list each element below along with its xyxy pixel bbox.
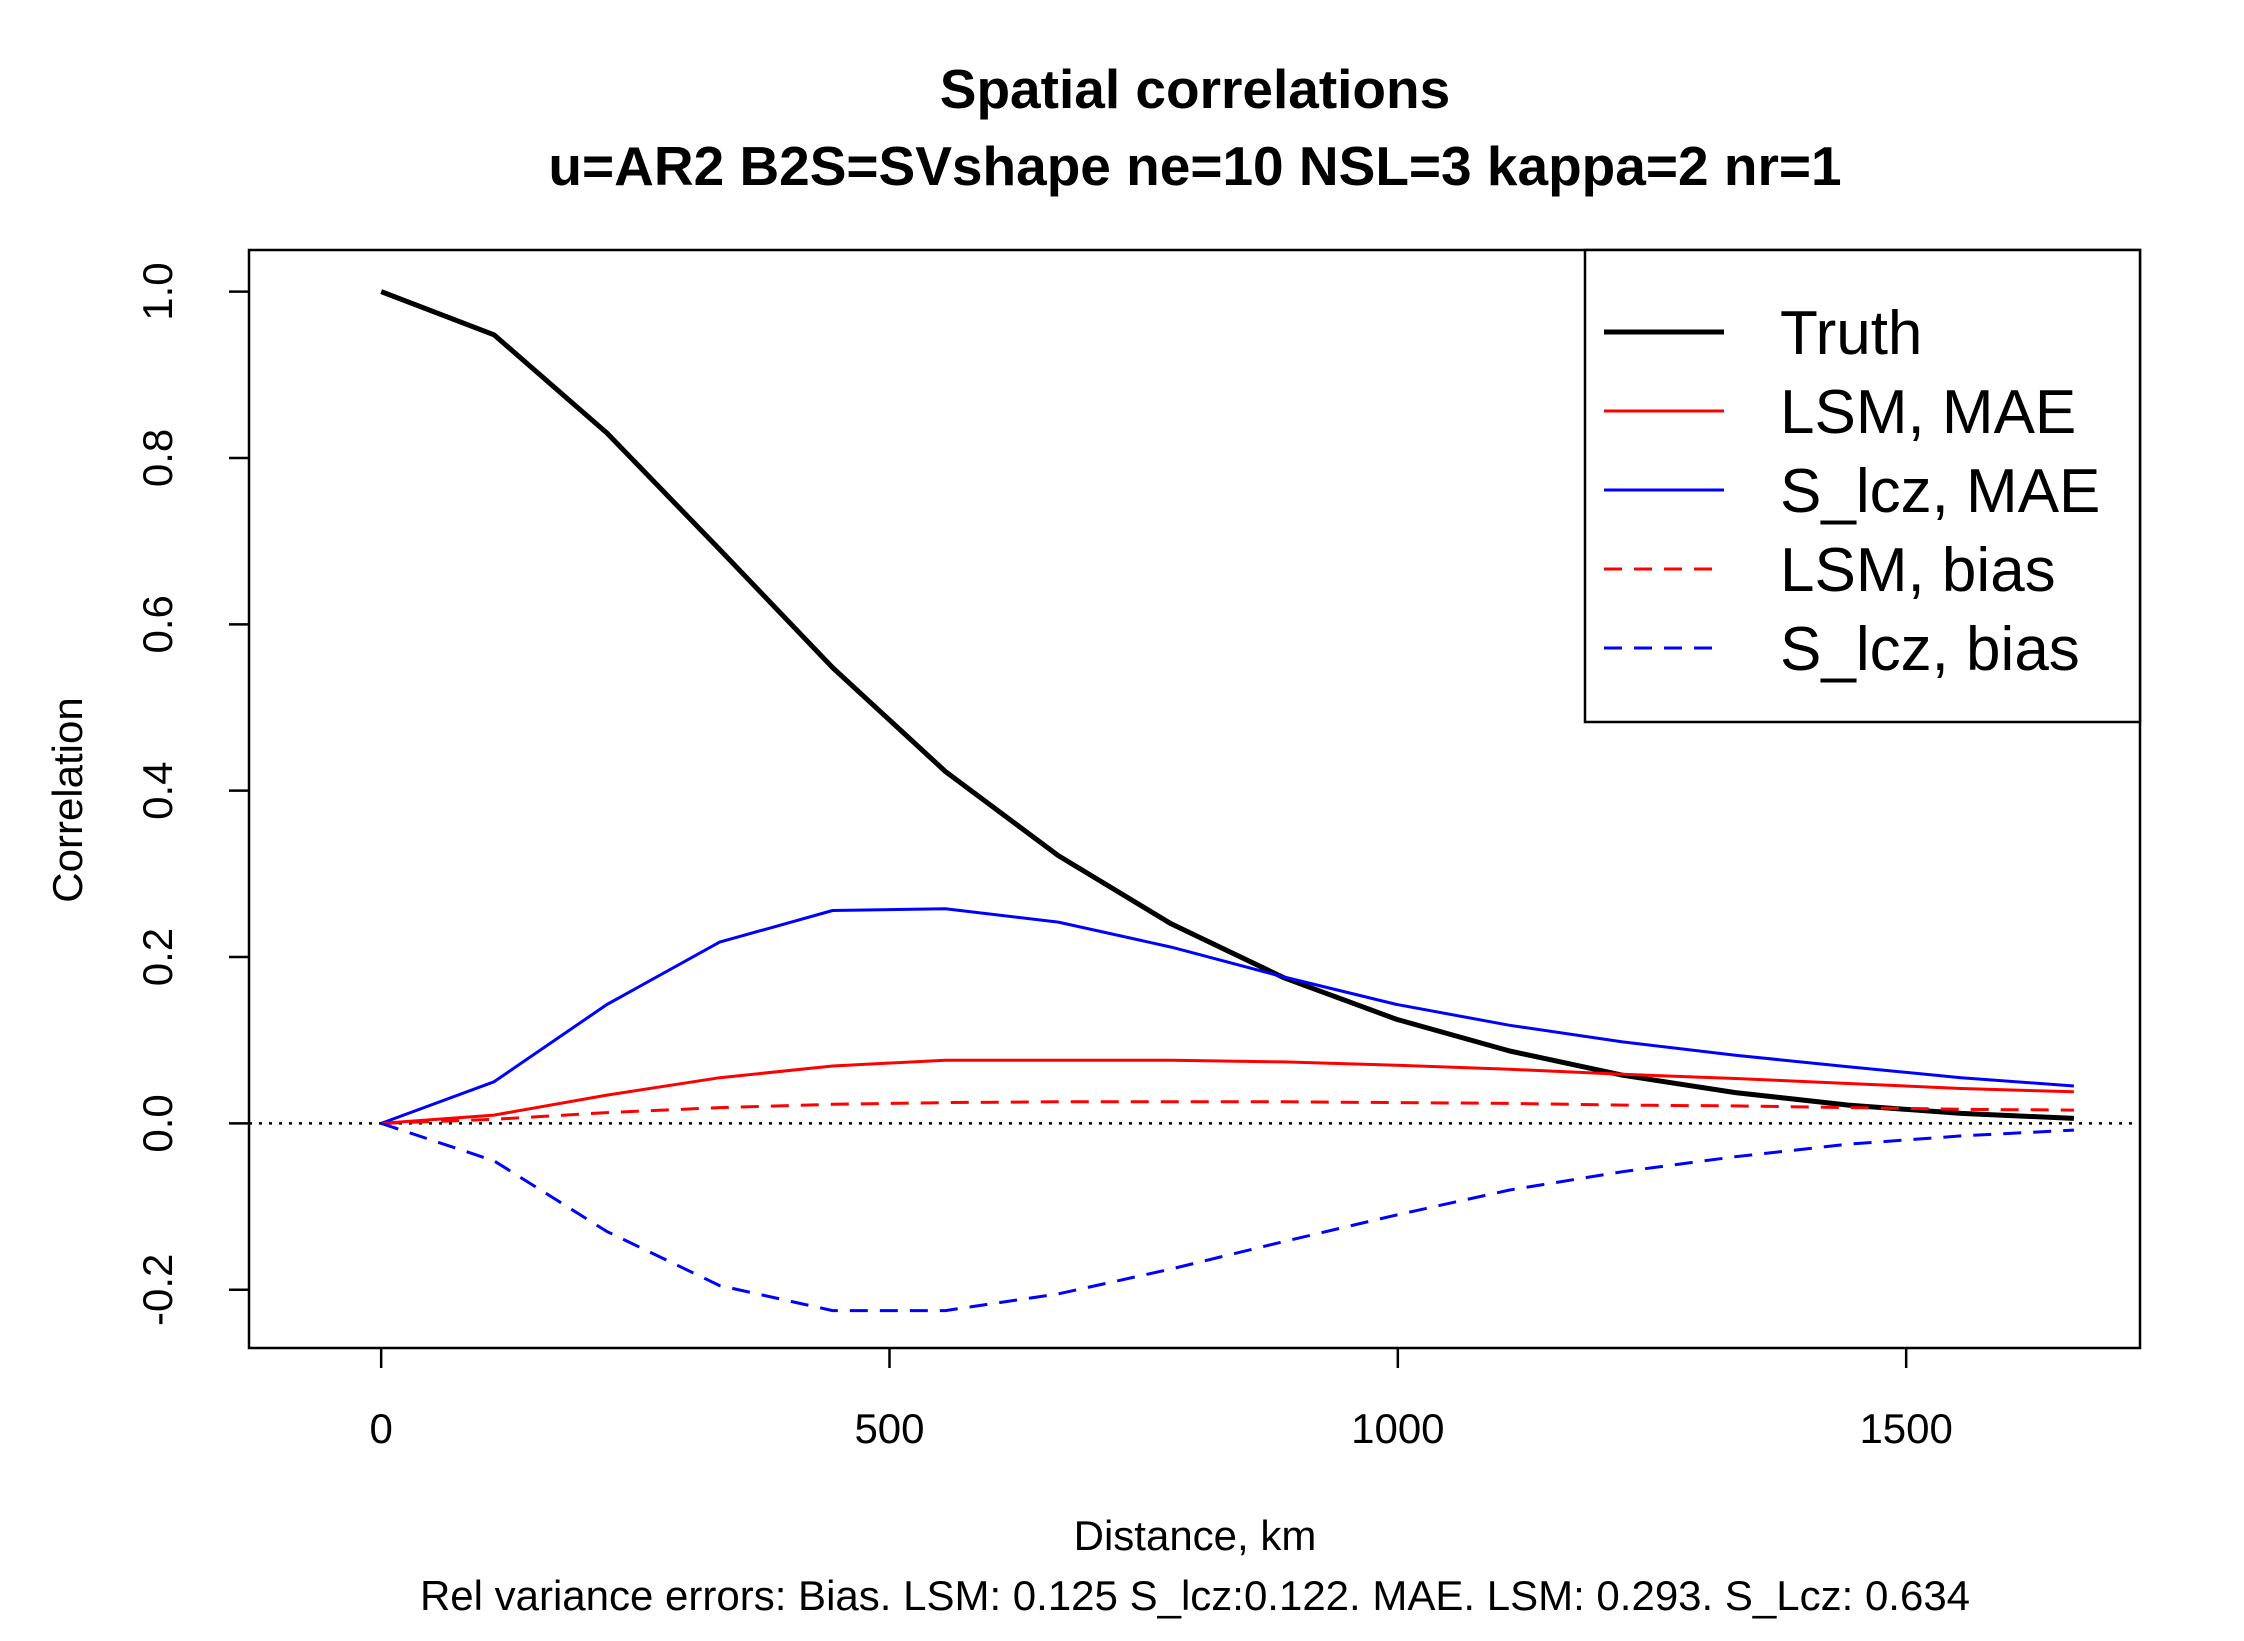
legend-label: Truth: [1780, 299, 1922, 368]
y-tick-label: 1.0: [134, 262, 181, 320]
legend-label: LSM, bias: [1780, 536, 2056, 605]
chart-title: Spatial correlations: [940, 58, 1450, 120]
y-tick-label: 0.6: [134, 595, 181, 653]
y-axis-label: Correlation: [44, 697, 91, 902]
y-tick-label: -0.2: [134, 1254, 181, 1326]
series-line-3: [380, 907, 2075, 1125]
x-tick-label: 1500: [1859, 1405, 1952, 1452]
y-tick-label: 0.0: [134, 1094, 181, 1152]
plot-area: 0 500 1000 1500 -0.2 0.0 0.2 0.4 0.6 0.8 1.0 Truth L…: [134, 248, 2142, 1452]
series-line-2: [381, 1058, 2074, 1125]
footnote: Rel variance errors: Bias. LSM: 0.125 S_…: [420, 1572, 1970, 1619]
legend-label: S_lcz, MAE: [1780, 457, 2100, 526]
series-line-4: [381, 1100, 2074, 1125]
x-tick-label: 1000: [1351, 1405, 1444, 1452]
legend-label: S_lcz, bias: [1780, 615, 2080, 684]
chart-subtitle: u=AR2 B2S=SVshape ne=10 NSL=3 kappa=2 nr…: [548, 135, 1841, 197]
legend-label: LSM, MAE: [1780, 378, 2076, 447]
y-tick-label: 0.2: [134, 928, 181, 986]
legend-box: [1583, 248, 2142, 724]
series-line-5: [380, 1121, 2074, 1313]
x-axis-label: Distance, km: [1074, 1512, 1317, 1559]
x-tick-label: 500: [854, 1405, 924, 1452]
y-tick-label: 0.8: [134, 429, 181, 487]
series-line-1: [380, 289, 2075, 1121]
plot-frame: [247, 248, 2142, 1350]
y-tick-label: 0.4: [134, 761, 181, 819]
x-tick-label: 0: [369, 1405, 392, 1452]
